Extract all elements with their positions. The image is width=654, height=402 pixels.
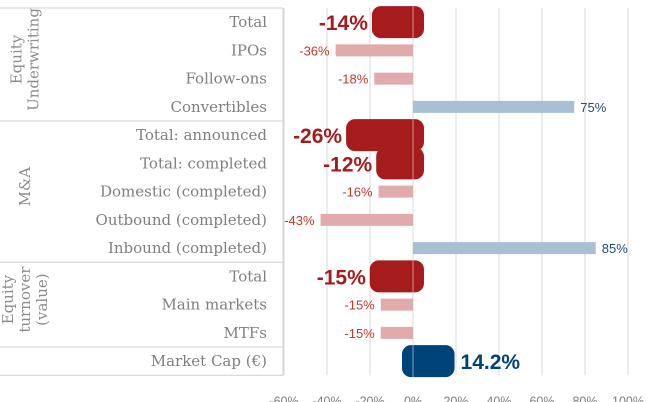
bar — [376, 147, 424, 180]
data-label: -15% — [344, 298, 375, 313]
data-label: -36% — [299, 43, 330, 58]
group-label: (value) — [33, 273, 51, 325]
bar — [320, 213, 413, 226]
data-label: -14% — [319, 12, 368, 35]
data-label: -12% — [323, 153, 372, 176]
bar — [371, 6, 424, 39]
data-label: -15% — [344, 326, 375, 341]
bar — [369, 260, 424, 293]
bar — [378, 185, 413, 198]
category-label: Inbound (completed) — [108, 239, 267, 257]
data-label: -15% — [317, 266, 366, 289]
data-label: -16% — [342, 185, 373, 200]
x-tick-label: 0% — [404, 394, 422, 402]
bar — [335, 44, 413, 57]
category-label: Main markets — [161, 296, 267, 314]
bar — [413, 100, 575, 113]
x-tick-label: -60% — [269, 394, 298, 402]
x-tick-label: -20% — [355, 394, 384, 402]
group-label: Equity — [0, 274, 17, 324]
bar — [402, 345, 455, 378]
x-tick-label: 80% — [572, 394, 597, 402]
bar — [380, 326, 413, 339]
x-tick-label: -40% — [312, 394, 341, 402]
category-label: Domestic (completed) — [100, 183, 267, 201]
group-label: turnover — [16, 266, 34, 333]
bar — [413, 242, 596, 255]
bar — [374, 72, 413, 85]
category-label: Total: announced — [136, 126, 267, 144]
x-tick-label: 100% — [612, 394, 644, 402]
category-label: IPOs — [231, 41, 267, 59]
category-label: Outbound (completed) — [96, 211, 267, 229]
group-label: M&A — [16, 167, 34, 207]
group-label: Equity — [8, 34, 26, 84]
data-label: 75% — [580, 100, 606, 115]
x-tick-label: 20% — [443, 394, 468, 402]
data-label: -18% — [338, 72, 369, 87]
data-label: 14.2% — [461, 351, 521, 374]
category-label: Total: completed — [140, 154, 267, 172]
bar — [380, 298, 413, 311]
category-label: Total — [229, 13, 267, 31]
category-label: Convertibles — [171, 98, 268, 116]
data-label: -26% — [293, 125, 342, 148]
category-label: Total — [229, 267, 267, 285]
group-label: Underwriting — [25, 8, 43, 111]
x-tick-label: 60% — [529, 394, 554, 402]
category-label: Follow-ons — [185, 70, 267, 88]
x-tick-label: 40% — [486, 394, 511, 402]
category-label: Market Cap (€) — [151, 352, 267, 370]
data-label: 85% — [602, 241, 628, 256]
data-label: -43% — [284, 213, 315, 228]
category-label: MTFs — [224, 324, 267, 342]
bar — [346, 119, 424, 152]
